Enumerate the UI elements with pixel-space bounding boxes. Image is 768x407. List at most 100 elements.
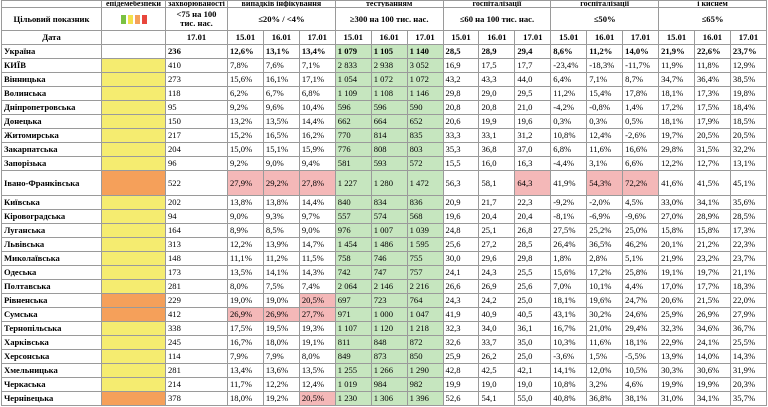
value-cell: 64,3 [514, 170, 552, 196]
table-row: Полтавська 281 8,0% 7,5% 7,4% 2 064 2 146 2 216… [1, 279, 768, 294]
value-cell: 17,5% [227, 321, 264, 336]
date-cell: 16.01 [693, 30, 731, 45]
value-cell: 12,2% [262, 377, 300, 392]
value-cell: 27,9% [227, 170, 264, 196]
value-cell: 30,2% [586, 307, 624, 322]
value-cell: 378 [165, 391, 228, 406]
value-cell: 15,5 [442, 156, 480, 171]
table-row: Дніпропетровська 95 9,2% 9,6% 10,4% 596 596 590… [1, 100, 768, 115]
value-cell: 43,2 [442, 72, 480, 87]
value-cell: 24,6% [622, 307, 660, 322]
region-name: Хмельницька [1, 363, 102, 378]
value-cell: 26,9% [693, 307, 731, 322]
value-cell: 20,5% [693, 128, 731, 143]
value-cell: 20,5% [298, 391, 336, 406]
value-cell: 17,9% [693, 114, 731, 129]
value-cell: 1 079 [334, 44, 372, 59]
value-cell: 27,0% [658, 209, 695, 224]
value-cell: 757 [406, 265, 444, 280]
swatch [127, 14, 133, 24]
swatch [120, 14, 126, 24]
value-cell: 41,5% [693, 170, 731, 196]
value-cell: -0,8% [586, 100, 624, 115]
value-cell: 16,7% [227, 335, 264, 350]
status-cell [101, 58, 166, 73]
value-cell: 31,2 [514, 128, 552, 143]
region-name: Донецька [1, 114, 102, 129]
value-cell: 1 072 [406, 72, 444, 87]
value-cell: 16,0 [478, 156, 516, 171]
status-cell [101, 170, 166, 196]
swatch [141, 14, 147, 24]
value-cell: 1 396 [406, 391, 444, 406]
status-cell [101, 195, 166, 210]
value-cell: 12,9% [729, 58, 768, 73]
value-cell: 32,3% [658, 321, 695, 336]
value-cell: 25,9 [442, 349, 480, 364]
value-cell: 15,0% [227, 142, 264, 157]
value-cell: 2 938 [370, 58, 408, 73]
value-cell: 29,8% [658, 142, 695, 157]
value-cell: 25,6 [514, 279, 552, 294]
value-cell: 11,1% [227, 251, 264, 266]
value-cell: 3,1% [586, 156, 624, 171]
region-name: Вінницька [1, 72, 102, 87]
value-cell: 96 [165, 156, 228, 171]
swatch [134, 14, 140, 24]
value-cell: 27,2 [478, 237, 516, 252]
table-row: Івано-Франківська 522 27,9% 29,2% 27,8% 1 227… [1, 170, 768, 196]
value-cell: 29,2% [262, 170, 300, 196]
value-cell: 34,1% [693, 195, 731, 210]
value-cell: -4,2% [550, 100, 588, 115]
value-cell: 1 047 [406, 307, 444, 322]
table-row: Житомирська 217 15,2% 16,5% 16,2% 770 814 835 33… [1, 128, 768, 143]
value-cell: 0,5% [622, 114, 660, 129]
value-cell: 2,8% [586, 251, 624, 266]
value-cell: 36,1 [514, 321, 552, 336]
value-cell: 8,0% [298, 349, 336, 364]
value-cell: 19,7% [658, 128, 695, 143]
value-cell: 18,0% [262, 335, 300, 350]
value-cell: 10,8% [550, 128, 588, 143]
value-cell: 1 039 [406, 223, 444, 238]
value-cell: 11,6% [586, 142, 624, 157]
value-cell: 4,6% [622, 377, 660, 392]
value-cell: 245 [165, 335, 228, 350]
value-cell: 148 [165, 251, 228, 266]
value-cell: 410 [165, 58, 228, 73]
value-cell: 15,2% [227, 128, 264, 143]
date-cell: 17.01 [165, 30, 228, 45]
value-cell: 12,2% [227, 237, 264, 252]
value-cell: 835 [406, 128, 444, 143]
value-cell: 1 107 [334, 321, 372, 336]
region-name: Україна [1, 44, 102, 59]
value-cell: 13,9% [262, 237, 300, 252]
value-cell: 850 [406, 349, 444, 364]
header-cell [1, 0, 102, 8]
value-cell: 36,8% [586, 391, 624, 406]
value-cell: 18,3% [729, 279, 768, 294]
value-cell: 22,3% [729, 237, 768, 252]
value-cell: 9,3% [262, 209, 300, 224]
value-cell: 38,5% [729, 72, 768, 87]
value-cell: 18,4% [729, 100, 768, 115]
header-cell: епідемебезпеки [101, 0, 166, 8]
value-cell: 26,6 [442, 279, 480, 294]
value-cell: 34,1% [693, 391, 731, 406]
value-cell: 11,6% [586, 335, 624, 350]
value-cell: 204 [165, 142, 228, 157]
table-row: Закарпатська 204 15,0% 15,1% 15,9% 776 808 803 3… [1, 142, 768, 157]
value-cell: 1 280 [370, 170, 408, 196]
value-cell: 1 255 [334, 363, 372, 378]
value-cell: 15,6% [550, 265, 588, 280]
value-cell: 3 052 [406, 58, 444, 73]
value-cell: 11,2% [586, 44, 624, 59]
value-cell: 723 [370, 293, 408, 308]
value-cell: 1 218 [406, 321, 444, 336]
value-cell: 19,1% [298, 335, 336, 350]
status-cell [101, 335, 166, 350]
value-cell: 758 [334, 251, 372, 266]
value-cell: 19,9 [442, 377, 480, 392]
value-cell: 1 306 [370, 391, 408, 406]
status-cell [101, 114, 166, 129]
